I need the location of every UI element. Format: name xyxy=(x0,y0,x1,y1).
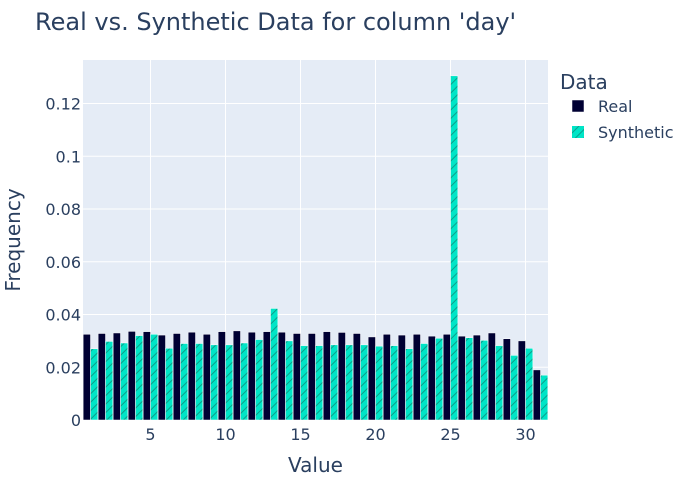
bar-real xyxy=(277,331,286,421)
bar-real xyxy=(412,334,421,421)
bar-real xyxy=(97,333,106,421)
bar-synthetic xyxy=(315,345,324,421)
bar-synthetic xyxy=(180,343,189,421)
y-tick-label: 0.06 xyxy=(45,253,81,272)
bar-real xyxy=(517,340,526,421)
bar-synthetic xyxy=(360,344,369,421)
bar-real xyxy=(262,331,271,421)
bar-synthetic xyxy=(540,374,549,421)
bar-real xyxy=(487,332,496,421)
bar-real xyxy=(532,369,541,421)
bar-real xyxy=(502,338,511,421)
y-tick-label: 0.1 xyxy=(56,147,81,166)
bar-synthetic xyxy=(345,344,354,421)
bar-synthetic xyxy=(225,344,234,421)
bar-real xyxy=(157,334,166,421)
bar-synthetic xyxy=(150,334,159,421)
bar-synthetic xyxy=(330,344,339,421)
bar-real xyxy=(472,334,481,421)
bar-real xyxy=(292,333,301,421)
y-axis-title: Frequency xyxy=(1,188,25,291)
legend: Data Real Synthetic xyxy=(560,70,674,142)
bar-synthetic xyxy=(165,348,174,421)
bar-real xyxy=(397,334,406,421)
bar-synthetic xyxy=(420,343,429,421)
y-tick-label: 0.12 xyxy=(45,95,81,114)
bar-real xyxy=(352,333,361,421)
y-tick-label: 0.02 xyxy=(45,358,81,377)
bar-real xyxy=(232,330,241,421)
bar-synthetic xyxy=(465,337,474,421)
bar-synthetic xyxy=(255,339,264,421)
bar-synthetic xyxy=(525,348,534,421)
bar-synthetic xyxy=(510,355,519,421)
chart-title: Real vs. Synthetic Data for column 'day' xyxy=(35,8,516,36)
y-tick-label: 0.04 xyxy=(45,306,81,325)
bar-real xyxy=(187,331,196,421)
bar-real xyxy=(337,332,346,421)
y-tick-label: 0 xyxy=(71,411,81,430)
y-tick-labels: 0 0.02 0.04 0.06 0.08 0.1 0.12 xyxy=(45,95,81,430)
bar-real xyxy=(82,334,91,421)
legend-swatch-synthetic xyxy=(572,126,584,138)
bar-real xyxy=(457,335,466,421)
bar-synthetic xyxy=(390,345,399,421)
x-tick-label: 5 xyxy=(145,425,155,444)
bar-real xyxy=(427,335,436,421)
bar-synthetic xyxy=(375,345,384,421)
bar-synthetic xyxy=(135,335,144,421)
legend-swatch-real xyxy=(571,99,585,113)
bar-synthetic xyxy=(105,341,114,421)
x-tick-label: 20 xyxy=(365,425,385,444)
bar-synthetic xyxy=(90,348,99,421)
bar-real xyxy=(142,331,151,421)
bar-synthetic xyxy=(435,337,444,421)
x-tick-label: 10 xyxy=(215,425,235,444)
bar-synthetic xyxy=(495,345,504,421)
bar-synthetic xyxy=(285,340,294,421)
legend-label-synthetic: Synthetic xyxy=(598,123,674,142)
bar-synthetic xyxy=(450,75,459,421)
bar-real xyxy=(307,333,316,421)
bar-real xyxy=(247,331,256,421)
bar-synthetic xyxy=(240,342,249,421)
bars xyxy=(82,75,549,421)
bar-real xyxy=(202,334,211,421)
x-tick-labels: 5 10 15 20 25 30 xyxy=(145,425,535,444)
bar-synthetic xyxy=(480,340,489,421)
bar-real xyxy=(127,331,136,421)
bar-real xyxy=(442,334,451,421)
x-tick-label: 15 xyxy=(290,425,310,444)
bar-real xyxy=(172,333,181,421)
bar-real xyxy=(382,334,391,421)
y-tick-label: 0.08 xyxy=(45,200,81,219)
bar-synthetic xyxy=(270,308,279,421)
bar-synthetic xyxy=(210,344,219,421)
bar-real xyxy=(217,331,226,421)
bar-synthetic xyxy=(405,348,414,421)
bar-synthetic xyxy=(120,342,129,421)
x-tick-label: 25 xyxy=(440,425,460,444)
legend-label-real: Real xyxy=(598,97,633,116)
bar-real xyxy=(322,331,331,421)
x-tick-label: 30 xyxy=(515,425,535,444)
bar-synthetic xyxy=(300,345,309,421)
legend-title: Data xyxy=(560,70,608,94)
bar-synthetic xyxy=(195,343,204,421)
bar-real xyxy=(367,336,376,421)
x-axis-title: Value xyxy=(288,453,343,477)
bar-real xyxy=(112,332,121,421)
